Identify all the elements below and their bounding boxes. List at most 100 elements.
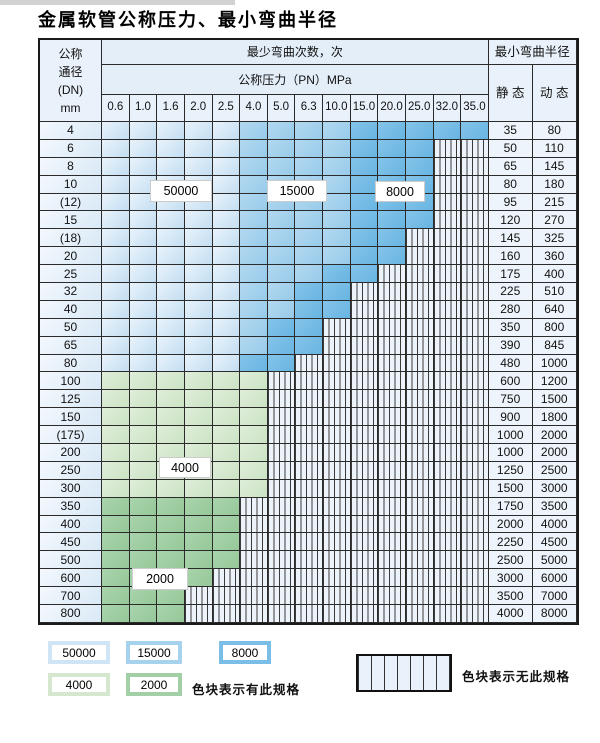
no-spec-cell (378, 444, 406, 462)
no-spec-cell (405, 605, 434, 623)
cycle-cell (212, 175, 241, 194)
no-spec-cell (461, 497, 489, 516)
cycle-cell (157, 551, 185, 570)
dn-header-line: 公称 (58, 46, 83, 61)
pressure-tick: 10.0 (323, 95, 351, 122)
cycle-cell (240, 479, 268, 498)
cycle-cell (184, 533, 213, 552)
static-radius-cell: 2250 (488, 533, 533, 552)
no-spec-cell (433, 515, 462, 534)
static-radius-cell: 120 (488, 211, 533, 230)
cycle-cell (129, 318, 158, 337)
cycle-cell (240, 461, 268, 480)
no-spec-cell (433, 318, 462, 337)
cycle-cell (102, 551, 130, 570)
no-spec-cell (433, 229, 462, 248)
no-spec-cell (378, 605, 406, 623)
cycle-cell (240, 283, 268, 301)
dynamic-radius-cell: 8000 (532, 605, 577, 623)
cycle-cell (350, 247, 379, 266)
dn-cell: 65 (40, 336, 102, 355)
no-spec-cell (350, 479, 379, 498)
dn-cell: 350 (40, 497, 102, 516)
cycle-cell (129, 300, 158, 319)
no-spec-cell (405, 300, 434, 319)
no-spec-cell (378, 265, 406, 284)
static-radius-cell: 1500 (488, 479, 533, 498)
no-spec-cell (350, 372, 379, 391)
dn-cell: 10 (40, 175, 102, 194)
cycle-cell (212, 247, 241, 266)
dynamic-radius-cell: 6000 (532, 569, 577, 588)
static-radius-cell: 280 (488, 300, 533, 319)
no-spec-cell (350, 283, 379, 301)
no-spec-cell (267, 569, 296, 588)
cycle-cell (240, 444, 268, 462)
cycle-cell (267, 247, 296, 266)
no-spec-cell (378, 515, 406, 534)
cycle-cell (267, 283, 296, 301)
cycle-cell (240, 300, 268, 319)
dn-cell: 500 (40, 551, 102, 570)
cycle-cell (184, 372, 213, 391)
cycle-cell (102, 247, 130, 266)
static-radius-cell: 160 (488, 247, 533, 266)
dynamic-radius-cell: 640 (532, 300, 577, 319)
no-spec-cell (405, 247, 434, 266)
no-spec-cell (461, 479, 489, 498)
cycle-cell (129, 139, 158, 158)
no-spec-cell (323, 444, 351, 462)
dynamic-radius-cell: 400 (532, 265, 577, 284)
cycle-cell (184, 426, 213, 445)
no-spec-cell (378, 587, 406, 606)
dn-header-line: (DN) (57, 82, 84, 97)
no-spec-cell (433, 247, 462, 266)
dn-header-line: mm (60, 100, 81, 115)
no-spec-cell (295, 479, 323, 498)
no-spec-cell (295, 426, 323, 445)
cycle-cell (102, 372, 130, 391)
dn-cell: 25 (40, 265, 102, 284)
no-spec-cell (461, 605, 489, 623)
cycle-cell (157, 265, 185, 284)
cycle-cell (323, 247, 351, 266)
no-spec-cell (433, 533, 462, 552)
cycle-cell (129, 605, 158, 623)
cycle-cell (240, 193, 268, 212)
cycle-cell (129, 157, 158, 176)
no-spec-cell (323, 408, 351, 427)
nominal-pressure-header: 公称压力（PN）MPa (102, 65, 489, 95)
no-spec-cell (461, 372, 489, 391)
cycle-cell (212, 229, 241, 248)
pressure-tick: 15.0 (350, 95, 379, 122)
cycle-cell (378, 157, 406, 176)
cycle-cell (157, 122, 185, 140)
no-spec-cell (433, 426, 462, 445)
dn-cell: 80 (40, 354, 102, 373)
cycle-cell (102, 354, 130, 373)
cycle-cell (240, 372, 268, 391)
cycle-cell (212, 157, 241, 176)
cycle-cell (212, 372, 241, 391)
static-radius-cell: 2000 (488, 515, 533, 534)
cycle-cell (240, 122, 268, 140)
no-spec-cell (461, 515, 489, 534)
no-spec-cell (461, 444, 489, 462)
no-spec-cell (323, 336, 351, 355)
no-spec-cell (405, 533, 434, 552)
dynamic-radius-cell: 5000 (532, 551, 577, 570)
no-spec-cell (267, 372, 296, 391)
no-spec-cell (350, 551, 379, 570)
dynamic-radius-cell: 1500 (532, 390, 577, 409)
cycle-cell (102, 497, 130, 516)
no-spec-cell (405, 336, 434, 355)
pressure-bend-table: 公称 通径 (DN) mm 最少弯曲次数，次 最小弯曲半径 公称压力（PN）MPa 静… (38, 38, 579, 625)
static-radius-cell: 350 (488, 318, 533, 337)
static-radius-cell: 225 (488, 283, 533, 301)
no-spec-cell (433, 139, 462, 158)
no-spec-cell (461, 300, 489, 319)
cycle-cell (157, 372, 185, 391)
static-radius-cell: 750 (488, 390, 533, 409)
cycle-cell (157, 605, 185, 623)
no-spec-cell (461, 587, 489, 606)
